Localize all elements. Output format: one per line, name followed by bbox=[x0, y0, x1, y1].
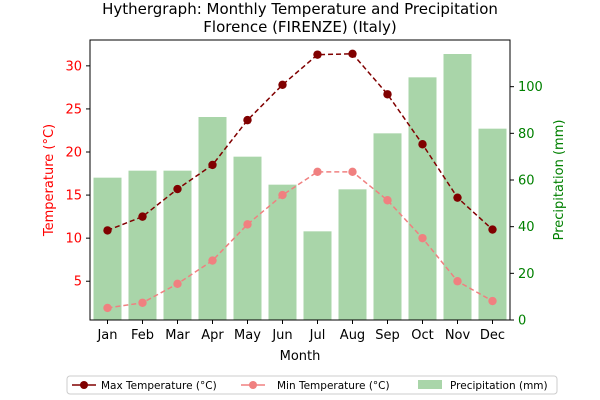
min-temp-point bbox=[103, 303, 112, 313]
y-axis-right: 0 20 40 60 80 100 bbox=[510, 80, 543, 329]
min-temp-point bbox=[313, 167, 322, 177]
precipitation-bar bbox=[163, 170, 192, 320]
x-tick-label: May bbox=[234, 328, 261, 343]
y-left-tick-label: 30 bbox=[65, 59, 82, 74]
min-temp-point bbox=[418, 233, 427, 243]
min-temp-point bbox=[383, 196, 392, 205]
y-left-tick-label: 20 bbox=[65, 146, 82, 161]
x-axis: Jan Feb Mar Apr May Jun Jul Aug Sep Oct Nov Dec bbox=[96, 320, 505, 343]
max-temp-point bbox=[208, 160, 217, 170]
y-left-tick-label: 15 bbox=[65, 189, 82, 204]
precipitation-bar bbox=[198, 117, 227, 320]
max-temp-point bbox=[103, 226, 112, 235]
x-tick-label: Dec bbox=[480, 328, 505, 343]
y-axis-left: 5 10 15 20 25 30 bbox=[65, 59, 90, 290]
min-temp-point bbox=[173, 279, 182, 289]
x-tick-label: Feb bbox=[131, 328, 154, 343]
y-left-tick-label: 25 bbox=[65, 102, 82, 117]
precipitation-bar bbox=[128, 170, 157, 320]
y-axis-right-label: Precipitation (mm) bbox=[552, 120, 567, 241]
max-temp-point bbox=[488, 225, 497, 234]
y-left-tick-label: 10 bbox=[65, 232, 82, 247]
max-temp-point bbox=[278, 80, 287, 90]
precipitation-bar bbox=[233, 156, 262, 320]
legend-max-temp-marker bbox=[80, 381, 88, 389]
x-axis-label: Month bbox=[280, 349, 321, 364]
max-temp-point bbox=[313, 50, 322, 59]
legend-precipitation-swatch bbox=[418, 380, 442, 389]
legend-max-temp-label: Max Temperature (°C) bbox=[101, 380, 217, 392]
precipitation-bar bbox=[338, 189, 367, 320]
x-tick-label: Jul bbox=[309, 328, 326, 343]
min-temp-point bbox=[278, 190, 287, 200]
min-temp-point bbox=[243, 220, 252, 229]
precipitation-bar bbox=[408, 77, 437, 320]
precipitation-bar bbox=[268, 184, 297, 320]
precipitation-bar bbox=[443, 54, 472, 320]
y-right-tick-label: 60 bbox=[518, 174, 535, 189]
min-temp-point bbox=[348, 167, 357, 177]
min-temp-point bbox=[453, 277, 462, 286]
chart-subtitle: Florence (FIRENZE) (Italy) bbox=[203, 18, 396, 36]
x-tick-label: Jan bbox=[96, 328, 117, 343]
temperature-lines bbox=[103, 49, 497, 313]
precipitation-bar bbox=[93, 177, 122, 320]
legend-min-temp-marker bbox=[249, 381, 257, 389]
x-tick-label: Mar bbox=[165, 328, 190, 343]
max-temp-point bbox=[453, 193, 462, 202]
chart-title: Hythergraph: Monthly Temperature and Pre… bbox=[102, 0, 498, 18]
max-temp-point bbox=[173, 184, 182, 194]
max-temp-point bbox=[383, 90, 392, 99]
x-tick-label: Jun bbox=[271, 328, 292, 343]
legend: Max Temperature (°C) Min Temperature (°C… bbox=[66, 375, 558, 395]
legend-min-temp-label: Min Temperature (°C) bbox=[277, 380, 390, 392]
max-temp-point bbox=[243, 115, 252, 125]
min-temp-point bbox=[208, 256, 217, 265]
x-tick-label: Apr bbox=[201, 328, 224, 343]
x-tick-label: Sep bbox=[375, 328, 400, 343]
max-temp-line bbox=[107, 53, 494, 232]
y-right-tick-label: 80 bbox=[518, 127, 535, 142]
y-right-tick-label: 0 bbox=[518, 314, 526, 329]
y-axis-left-label: Temperature (°C) bbox=[42, 124, 57, 237]
min-temp-point bbox=[138, 298, 147, 307]
max-temp-point bbox=[348, 49, 357, 58]
x-tick-label: Aug bbox=[340, 328, 365, 343]
y-right-tick-label: 40 bbox=[518, 220, 535, 235]
y-left-tick-label: 5 bbox=[74, 275, 82, 290]
x-tick-label: Nov bbox=[445, 328, 471, 343]
precipitation-bars bbox=[93, 54, 507, 320]
precipitation-bar bbox=[478, 128, 507, 320]
legend-precipitation-label: Precipitation (mm) bbox=[450, 380, 548, 392]
x-tick-label: Oct bbox=[411, 328, 433, 343]
y-right-tick-label: 20 bbox=[518, 267, 535, 282]
min-temp-point bbox=[488, 296, 497, 306]
precipitation-bar bbox=[303, 231, 332, 320]
precipitation-bar bbox=[373, 133, 402, 320]
max-temp-point bbox=[138, 212, 147, 221]
min-temp-line bbox=[107, 171, 493, 309]
max-temp-point bbox=[418, 140, 427, 149]
y-right-tick-label: 100 bbox=[518, 80, 543, 95]
